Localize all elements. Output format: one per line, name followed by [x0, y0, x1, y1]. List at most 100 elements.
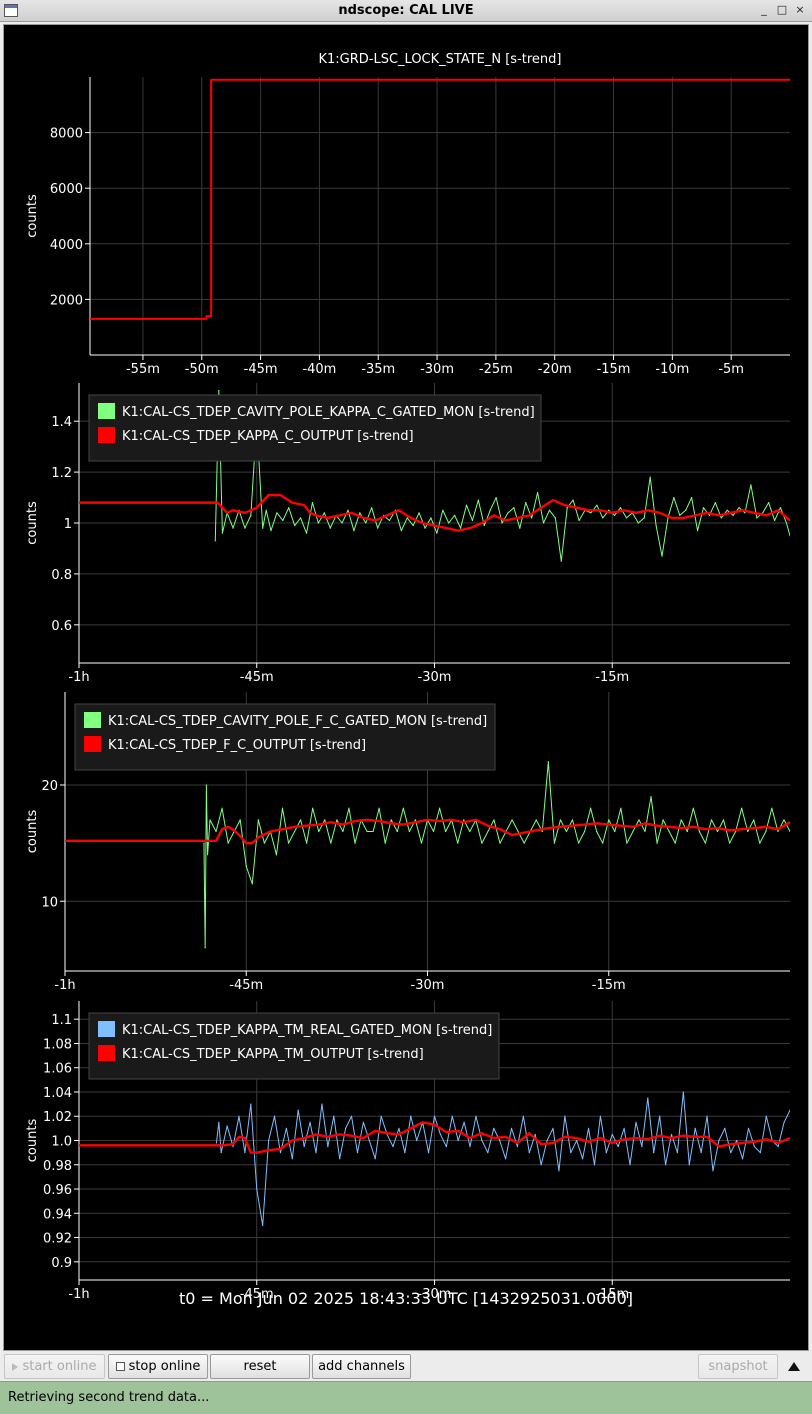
- data-point: [203, 842, 205, 844]
- data-point: [339, 514, 341, 516]
- data-point: [789, 535, 790, 537]
- reset-button[interactable]: reset: [210, 1354, 310, 1379]
- data-point: [481, 842, 483, 844]
- data-point: [565, 830, 568, 833]
- data-point: [386, 514, 388, 516]
- data-point: [540, 1143, 542, 1145]
- data-point: [596, 830, 598, 833]
- data-point: [227, 826, 229, 828]
- data-point: [487, 830, 489, 833]
- data-point: [547, 761, 549, 763]
- data-point: [275, 854, 278, 856]
- data-point: [511, 834, 513, 836]
- data-point: [513, 507, 515, 509]
- data-point: [436, 79, 438, 81]
- data-point: [353, 530, 355, 532]
- data-point: [226, 1125, 228, 1127]
- start-online-button[interactable]: start online: [4, 1354, 105, 1379]
- data-point: [232, 527, 234, 529]
- data-point: [664, 1164, 667, 1166]
- data-point: [445, 830, 447, 833]
- data-point: [730, 512, 732, 514]
- data-point: [265, 509, 267, 511]
- data-point: [617, 1145, 619, 1148]
- data-point: [704, 842, 707, 844]
- data-point: [424, 527, 426, 529]
- expand-panel-button[interactable]: [783, 1354, 805, 1379]
- data-point: [750, 484, 752, 486]
- data-point: [753, 827, 755, 829]
- data-point: [311, 502, 314, 504]
- data-point: [226, 512, 228, 514]
- data-point: [685, 509, 687, 511]
- y-axis-label: counts: [25, 194, 40, 238]
- data-point: [564, 1136, 566, 1138]
- legend-label: K1:CAL-CS_TDEP_F_C_OUTPUT [s-trend]: [108, 738, 366, 753]
- data-point: [306, 825, 308, 827]
- data-point: [463, 819, 465, 821]
- data-point: [540, 1164, 542, 1166]
- data-point: [546, 1139, 548, 1142]
- data-point: [632, 830, 634, 833]
- data-point: [372, 830, 374, 833]
- data-point: [420, 842, 423, 844]
- plots-canvas[interactable]: -55m -50m -45m -40m -35m -30m -25m -20m -15m -10m…: [4, 25, 810, 1352]
- data-point: [406, 517, 408, 519]
- data-point: [469, 527, 471, 529]
- data-point: [477, 499, 479, 501]
- legend-swatch: [98, 403, 115, 419]
- data-point: [79, 502, 80, 504]
- legend-swatch: [84, 736, 101, 752]
- maximize-icon[interactable]: □: [776, 3, 788, 16]
- data-point: [469, 830, 471, 833]
- data-point: [753, 512, 756, 514]
- data-point: [232, 1145, 234, 1148]
- data-point: [716, 830, 719, 833]
- data-point: [516, 1142, 519, 1144]
- y-tick-label: 0.8: [51, 568, 72, 583]
- data-point: [465, 504, 468, 506]
- minimize-icon[interactable]: _: [761, 3, 767, 16]
- y-tick-label: 0.9: [51, 1256, 72, 1271]
- data-point: [205, 784, 207, 786]
- x-tick-label: -40m: [302, 362, 336, 377]
- data-point: [398, 1127, 400, 1129]
- data-point: [232, 509, 234, 511]
- data-point: [281, 828, 284, 830]
- data-point: [614, 514, 616, 516]
- reset-label: reset: [243, 1359, 277, 1374]
- data-point: [680, 827, 682, 829]
- data-point: [789, 830, 790, 833]
- data-point: [206, 854, 209, 856]
- data-point: [728, 829, 731, 831]
- data-point: [756, 517, 758, 519]
- data-point: [789, 79, 790, 81]
- scope-plot-area[interactable]: -55m -50m -45m -40m -35m -30m -25m -20m -15m -10m…: [3, 24, 809, 1351]
- legend-swatch: [84, 712, 101, 728]
- t0-label: t0 = Mon Jun 02 2025 18:43:33 UTC [14329…: [178, 1289, 634, 1308]
- data-point: [177, 318, 179, 320]
- x-tick-label: -1h: [68, 1287, 89, 1302]
- data-point: [408, 830, 410, 833]
- data-point: [324, 819, 326, 821]
- stop-online-button[interactable]: stop online: [108, 1354, 208, 1379]
- data-point: [414, 821, 417, 823]
- add-channels-button[interactable]: add channels: [312, 1354, 411, 1379]
- legend-label: K1:CAL-CS_TDEP_KAPPA_TM_OUTPUT [s-trend]: [122, 1047, 424, 1062]
- close-icon[interactable]: ×: [795, 3, 805, 16]
- data-point: [779, 507, 782, 509]
- data-point: [315, 514, 317, 516]
- snapshot-button[interactable]: snapshot: [698, 1354, 778, 1379]
- data-point: [262, 527, 264, 529]
- data-point: [374, 519, 376, 522]
- data-point: [487, 1152, 489, 1154]
- data-point: [753, 1141, 756, 1143]
- data-point: [418, 512, 420, 514]
- data-point: [623, 1127, 625, 1129]
- data-point: [783, 819, 785, 821]
- x-tick-label: -45m: [240, 1287, 274, 1302]
- data-point: [279, 1152, 282, 1154]
- data-point: [282, 519, 284, 522]
- data-point: [244, 1137, 246, 1139]
- data-point: [433, 1115, 436, 1117]
